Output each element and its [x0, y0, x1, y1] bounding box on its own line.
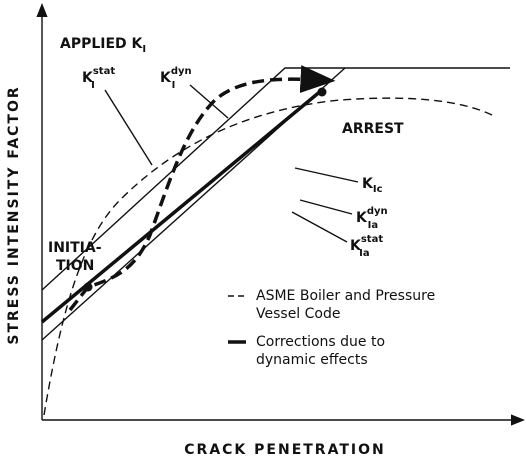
kic-label: KIc	[362, 176, 383, 195]
leader	[291, 211, 348, 243]
x-axis-label: CRACK PENETRATION	[184, 442, 385, 458]
legend-text: Vessel Code	[256, 306, 341, 322]
k-stat-label: Kstat I	[82, 66, 115, 91]
leader	[104, 89, 153, 166]
y-axis-label: STRESS INTENSITY FACTOR	[6, 85, 22, 344]
legend-text: dynamic effects	[256, 352, 368, 368]
legend-text: Corrections due to	[256, 334, 385, 350]
arrest-label: ARREST	[342, 121, 404, 137]
kia-stat-label: Kstat Ia	[350, 234, 383, 259]
legend-text: ASME Boiler and Pressure	[256, 288, 435, 304]
k-dyn-label: Kdyn I	[160, 66, 192, 91]
kia-dyn-label: Kdyn Ia	[356, 206, 388, 231]
applied-label: APPLIED KI	[60, 36, 146, 55]
leader	[299, 199, 353, 215]
asme-curve	[43, 97, 493, 416]
leader	[189, 84, 229, 119]
initiation-point	[83, 282, 93, 292]
arrest-point	[317, 87, 327, 97]
initiation-label: TION	[56, 258, 94, 274]
initiation-label: INITIA-	[48, 240, 102, 256]
leader	[294, 167, 359, 183]
kic-line	[41, 67, 510, 291]
dynamic-curve	[68, 65, 336, 312]
